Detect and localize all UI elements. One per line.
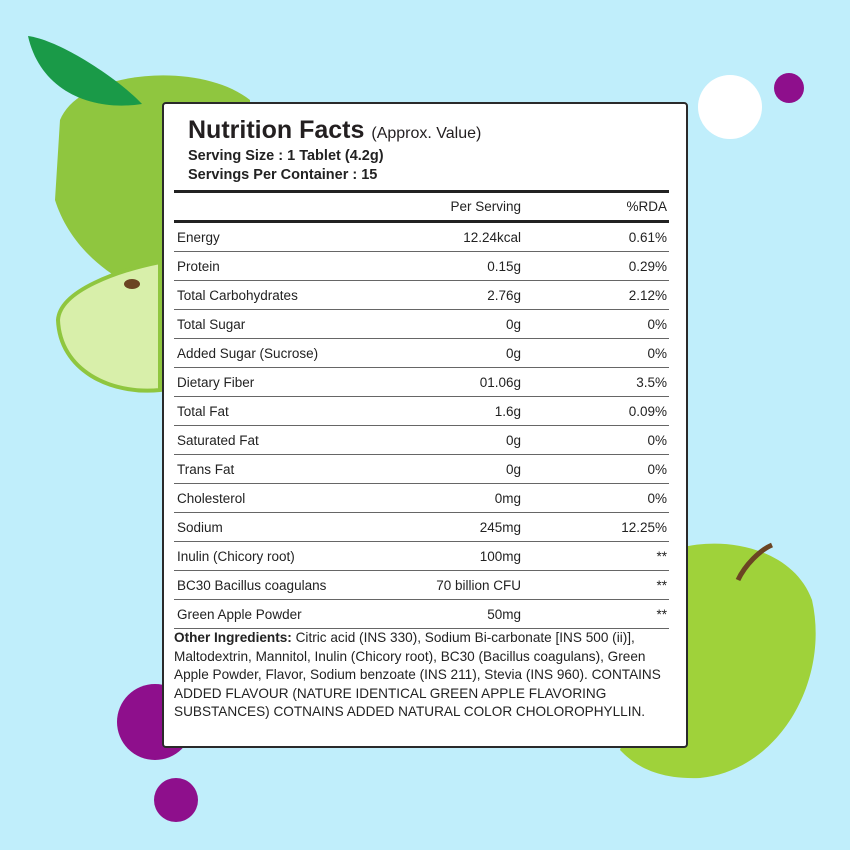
panel-title: Nutrition Facts (Approx. Value) <box>188 116 481 145</box>
other-ingredients: Other Ingredients: Citric acid (INS 330)… <box>174 629 672 722</box>
rda-value: 0% <box>647 345 667 361</box>
table-row: Energy 12.24kcal 0.61% <box>174 223 669 252</box>
apple-slice <box>55 259 162 393</box>
per-serving-value: 70 billion CFU <box>436 577 521 593</box>
nutrient-name: Energy <box>177 229 220 245</box>
nutrient-name: Total Sugar <box>177 316 246 332</box>
rda-value: 0.29% <box>628 258 667 274</box>
nutrient-name: Inulin (Chicory root) <box>177 548 295 564</box>
rda-value: 0% <box>647 490 667 506</box>
per-serving-value: 0g <box>505 345 521 361</box>
nutrient-name: Total Fat <box>177 403 229 419</box>
nutrient-name: Dietary Fiber <box>177 374 255 390</box>
per-serving-value: 0.15g <box>487 258 521 274</box>
purple-dot <box>774 73 804 103</box>
rda-value: ** <box>656 606 667 622</box>
rda-value: 3.5% <box>636 374 667 390</box>
nutrient-name: Total Carbohydrates <box>177 287 298 303</box>
title-text: Nutrition Facts <box>188 116 365 144</box>
column-header-rda: %RDA <box>626 199 667 214</box>
table-row: Added Sugar (Sucrose) 0g 0% <box>174 339 669 368</box>
nutrient-name: Added Sugar (Sucrose) <box>177 345 319 361</box>
table-row: Dietary Fiber 01.06g 3.5% <box>174 368 669 397</box>
per-serving-value: 2.76g <box>487 287 521 303</box>
nutrient-name: Saturated Fat <box>177 432 259 448</box>
per-serving-value: 01.06g <box>479 374 521 390</box>
rda-value: 0% <box>647 461 667 477</box>
rda-value: 0.09% <box>628 403 667 419</box>
nutrient-name: Cholesterol <box>177 490 246 506</box>
per-serving-value: 12.24kcal <box>463 229 521 245</box>
table-row: Saturated Fat 0g 0% <box>174 426 669 455</box>
nutrition-table: Per Serving %RDA Energy 12.24kcal 0.61% Pro… <box>174 190 669 629</box>
per-serving-value: 100mg <box>479 548 521 564</box>
table-row: Protein 0.15g 0.29% <box>174 252 669 281</box>
per-serving-value: 0g <box>505 316 521 332</box>
other-ingredients-label: Other Ingredients: <box>174 630 292 645</box>
table-row: Total Sugar 0g 0% <box>174 310 669 339</box>
white-dot <box>698 75 762 139</box>
nutrition-facts-panel: Nutrition Facts (Approx. Value) Serving … <box>162 102 688 748</box>
rda-value: ** <box>656 548 667 564</box>
serving-size: Serving Size : 1 Tablet (4.2g) <box>188 148 384 164</box>
per-serving-value: 0g <box>505 461 521 477</box>
per-serving-value: 50mg <box>487 606 521 622</box>
other-ingredients-text: Citric acid (INS 330), Sodium Bi-carbona… <box>174 630 661 720</box>
leaf-icon <box>28 36 142 106</box>
rda-value: 2.12% <box>628 287 667 303</box>
table-row: Cholesterol 0mg 0% <box>174 484 669 513</box>
table-row: BC30 Bacillus coagulans 70 billion CFU ** <box>174 571 669 600</box>
per-serving-value: 1.6g <box>494 403 521 419</box>
table-row: Inulin (Chicory root) 100mg ** <box>174 542 669 571</box>
servings-per-container: Servings Per Container : 15 <box>188 167 378 183</box>
column-header-per-serving: Per Serving <box>450 199 521 214</box>
nutrient-name: Sodium <box>177 519 223 535</box>
nutrient-name: Trans Fat <box>177 461 235 477</box>
table-row: Trans Fat 0g 0% <box>174 455 669 484</box>
rda-value: 0% <box>647 316 667 332</box>
per-serving-value: 245mg <box>479 519 521 535</box>
nutrient-name: Protein <box>177 258 220 274</box>
rda-value: 12.25% <box>621 519 667 535</box>
rda-value: 0% <box>647 432 667 448</box>
table-row: Sodium 245mg 12.25% <box>174 513 669 542</box>
rda-value: 0.61% <box>628 229 667 245</box>
table-row: Green Apple Powder 50mg ** <box>174 600 669 629</box>
per-serving-value: 0mg <box>494 490 521 506</box>
nutrient-name: Green Apple Powder <box>177 606 302 622</box>
per-serving-value: 0g <box>505 432 521 448</box>
table-row: Total Carbohydrates 2.76g 2.12% <box>174 281 669 310</box>
nutrient-name: BC30 Bacillus coagulans <box>177 577 327 593</box>
table-header: Per Serving %RDA <box>174 193 669 223</box>
table-row: Total Fat 1.6g 0.09% <box>174 397 669 426</box>
rda-value: ** <box>656 577 667 593</box>
title-note: (Approx. Value) <box>371 125 482 142</box>
